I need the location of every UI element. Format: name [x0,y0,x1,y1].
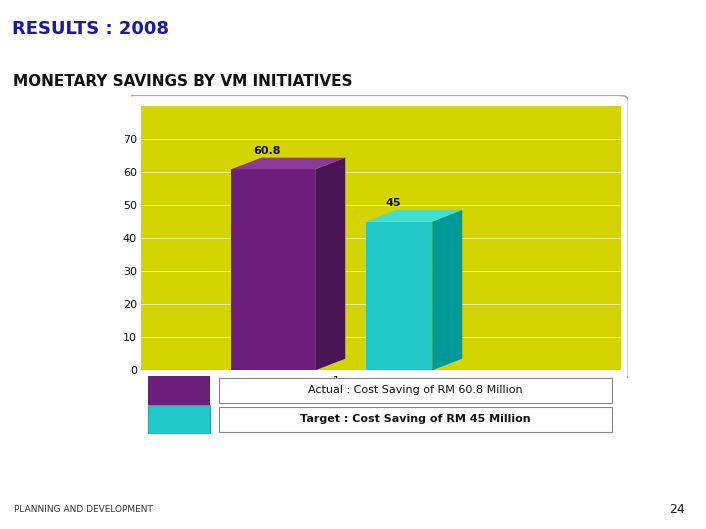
Bar [232,169,316,370]
Text: 60.8: 60.8 [253,146,281,156]
FancyBboxPatch shape [219,407,612,432]
Text: Actual : Cost Saving of RM 60.8 Million: Actual : Cost Saving of RM 60.8 Million [309,385,523,395]
Text: 45: 45 [385,198,401,208]
FancyBboxPatch shape [219,378,612,403]
Text: RESULTS : 2008: RESULTS : 2008 [11,20,169,38]
Polygon shape [432,210,462,370]
Polygon shape [232,158,345,169]
Bar [366,222,432,370]
Bar [148,376,210,405]
Text: 24: 24 [669,504,685,516]
Text: MONETARY SAVINGS BY VM INITIATIVES: MONETARY SAVINGS BY VM INITIATIVES [13,75,352,89]
Polygon shape [366,210,462,222]
Text: PLANNING AND DEVELOPMENT: PLANNING AND DEVELOPMENT [14,505,153,515]
Bar [148,405,210,434]
Polygon shape [316,158,345,370]
Text: Target : Cost Saving of RM 45 Million: Target : Cost Saving of RM 45 Million [300,414,531,424]
